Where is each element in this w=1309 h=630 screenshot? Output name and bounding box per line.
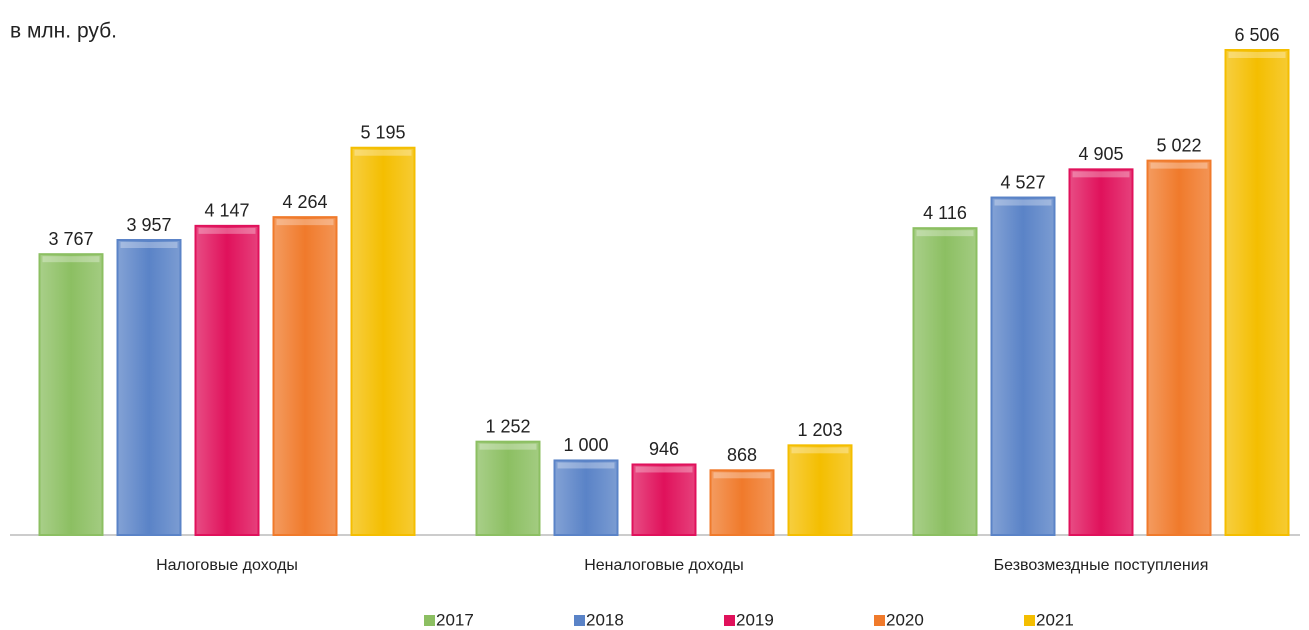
bar: [1068, 168, 1134, 536]
bar: [553, 459, 619, 536]
value-label: 946: [649, 439, 679, 459]
x-tick-label: Безвозмездные поступления: [994, 557, 1209, 574]
bar-bevel: [994, 199, 1052, 206]
legend-label: 2018: [586, 610, 624, 629]
bar: [272, 216, 338, 536]
value-label: 4 905: [1078, 144, 1123, 164]
bar: [116, 239, 182, 536]
x-tick-label: Неналоговые доходы: [584, 557, 744, 574]
bar: [912, 227, 978, 536]
bar: [38, 253, 104, 536]
bar-bevel: [120, 242, 178, 249]
bar: [631, 463, 697, 536]
legend-swatch: [724, 615, 735, 626]
bar-bevel: [713, 472, 771, 479]
value-label: 3 957: [126, 215, 171, 235]
legend-label: 2019: [736, 610, 774, 629]
bar-bevel: [198, 227, 256, 234]
legend-label: 2020: [886, 610, 924, 629]
value-label: 3 767: [48, 229, 93, 249]
bar: [350, 146, 416, 536]
bar-bevel: [916, 230, 974, 237]
value-label: 4 147: [204, 201, 249, 221]
bar-bevel: [557, 462, 615, 469]
bar: [1146, 159, 1212, 537]
value-label: 4 527: [1000, 172, 1045, 192]
value-label: 4 116: [923, 203, 967, 223]
chart-subtitle: в млн. руб.: [10, 20, 117, 43]
bar-bevel: [1228, 52, 1286, 58]
legend-label: 2017: [436, 610, 474, 629]
value-label: 1 000: [563, 435, 608, 455]
bar-bevel: [635, 466, 693, 473]
value-label: 5 195: [360, 122, 405, 142]
legend-swatch: [424, 615, 435, 626]
value-label: 1 203: [797, 420, 842, 440]
bar-bevel: [42, 256, 100, 263]
bar: [709, 469, 775, 537]
bar: [1224, 49, 1290, 536]
bar: [990, 196, 1056, 536]
bar: [475, 440, 541, 536]
value-label: 1 252: [485, 416, 530, 436]
value-label: 6 506: [1234, 25, 1279, 45]
legend-swatch: [574, 615, 585, 626]
value-label: 4 264: [282, 192, 327, 212]
bar-bevel: [791, 447, 849, 454]
value-label: 868: [727, 445, 757, 465]
x-tick-label: Налоговые доходы: [156, 557, 298, 574]
legend-swatch: [1024, 615, 1035, 626]
legend-label: 2021: [1036, 610, 1074, 629]
bar-bevel: [276, 219, 334, 226]
bar-bevel: [1150, 162, 1208, 169]
bar: [194, 224, 260, 536]
bar: [787, 444, 853, 536]
bar-bevel: [1072, 171, 1130, 178]
value-label: 5 022: [1156, 135, 1201, 155]
bar-bevel: [479, 443, 537, 450]
bar-bevel: [354, 149, 412, 156]
legend-swatch: [874, 615, 885, 626]
